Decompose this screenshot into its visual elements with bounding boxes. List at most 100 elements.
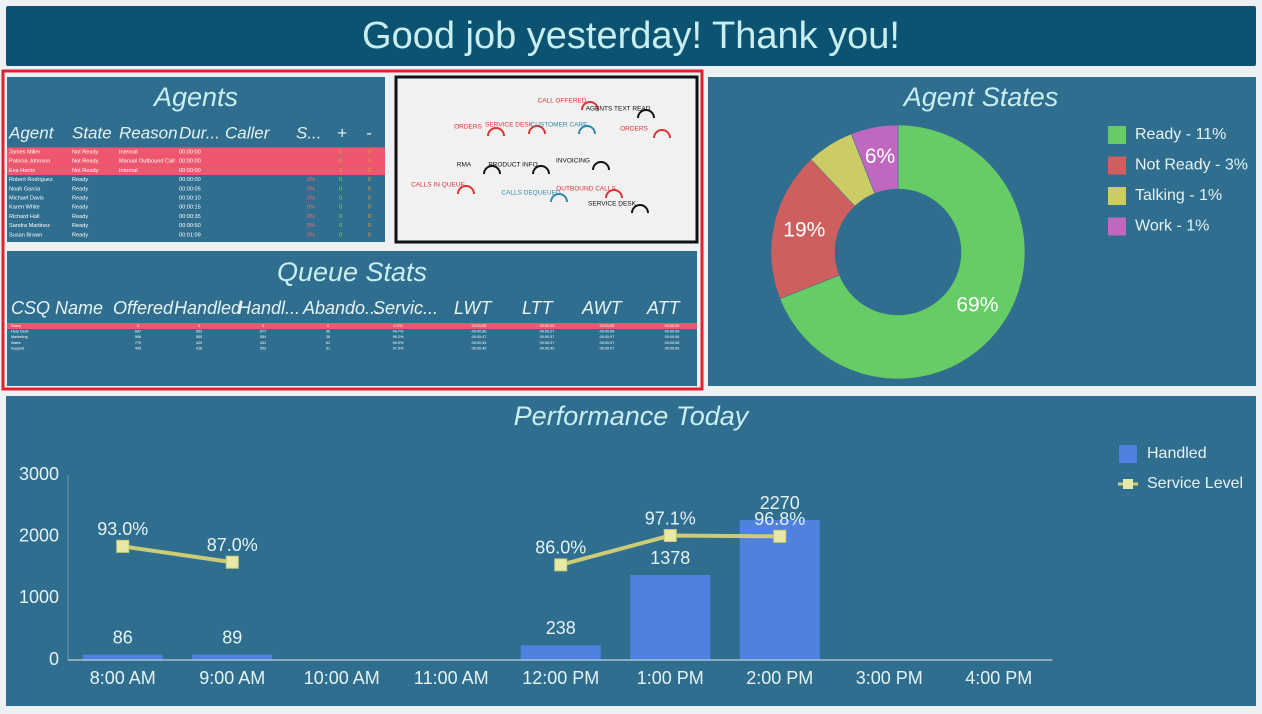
thumbnail-label: CALLS DEQUEUED [501,190,561,197]
table-cell: 0 [339,223,342,229]
thumbnail-gauge [550,193,568,203]
table-cell: 0% [307,186,315,192]
table-cell: 431 [260,341,266,345]
table-cell: Help Desk [11,330,29,334]
table-cell: 38 [326,335,330,339]
table-cell: 653 [196,330,202,334]
thumbnail-label: SERVICE DESK [588,201,637,208]
column-header: Agent [8,123,55,142]
table-cell: Ready [72,186,88,192]
row-highlight [7,165,385,175]
table-cell: James Miller [9,149,41,155]
table-cell: 0 [339,195,342,201]
table-cell: Ready [72,195,88,201]
thumbnail-gauge [653,129,671,139]
chart-title: Performance Today [514,401,750,431]
legend-label: Handled [1147,445,1207,462]
table-cell: 00:00:00 [665,324,680,328]
table-cell: Patricia Johnson [9,159,50,165]
header-bar [6,6,1256,66]
thumbnail-gauge [631,204,649,214]
table-cell: Manual Outbound Call [119,159,175,165]
table-cell: 0 [339,232,342,238]
slice-label: 19% [783,219,825,242]
table-cell: 00:00:34 [472,341,487,345]
table-cell: Noah Garcia [9,186,41,192]
table-cell: 00:00:00 [472,324,487,328]
table-cell: 00:00:06 [665,341,680,345]
table-cell: 0.0% [394,324,403,328]
bar [192,654,273,660]
row-highlight [7,156,385,166]
x-tick-label: 4:00 PM [965,668,1032,688]
column-header: Dur... [179,123,220,142]
point-label: 97.1% [645,508,696,528]
bar-label: 89 [222,627,242,647]
table-cell: 0 [327,324,329,328]
table-cell: 566 [135,335,141,339]
table-cell: 00:00:07 [600,335,615,339]
table-cell: Sales [11,324,21,328]
legend-label: Not Ready - 3% [1135,157,1248,174]
table-cell: 0% [307,205,315,211]
line-marker [663,529,677,543]
table-cell: 00:00:27 [540,330,555,334]
table-cell: 0 [339,149,342,155]
table-cell: Susan Brown [9,232,42,238]
column-header: Caller [225,123,271,142]
x-tick-label: 2:00 PM [746,668,813,688]
table-cell: Richard Hall [9,214,39,220]
table-cell: 00:00:30 [472,330,487,334]
y-tick-label: 0 [49,649,59,669]
table-cell: Not Ready [72,159,99,165]
thumbnail-label: AGENTS TEXT READ [586,106,651,113]
table-cell: Sandra Martinez [9,223,50,229]
table-cell: 00:00:06 [600,330,615,334]
chart-title: Agent States [902,82,1059,112]
x-tick-label: 8:00 AM [90,668,156,688]
table-cell: 779 [135,341,141,345]
legend-swatch [1108,217,1126,236]
table-cell: Support [11,346,25,350]
bar [82,654,163,660]
x-tick-label: 9:00 AM [199,668,265,688]
table-cell: Internal [119,149,138,155]
donut-slice [770,159,856,300]
table-cell: Michael Davis [9,195,44,201]
donut-slice [850,124,899,194]
header-title: Good job yesterday! Thank you! [362,15,900,57]
thumbnail-gauge [457,185,475,195]
column-header: CSQ Name [11,298,103,318]
thumbnail-gauge [532,165,550,175]
line-marker [554,558,568,572]
x-tick-label: 3:00 PM [856,668,923,688]
table-cell: 0 [262,324,264,328]
table-cell: Ready [72,223,88,229]
table-cell: Ready [72,205,88,211]
legend-label: Ready - 11% [1135,126,1226,143]
table-cell: 0 [368,223,371,229]
table-cell: 0% [307,214,315,220]
legend-swatch [1108,156,1126,175]
table-cell: 00:00:00 [600,324,615,328]
table-cell: 0 [339,159,342,165]
table-cell: 554 [260,335,266,339]
point-label: 86.0% [535,538,586,558]
table-cell: 00:00:00 [179,159,201,165]
table-cell: 36 [326,330,330,334]
thumbnail-gauge [487,127,505,137]
table-cell: 00:00:27 [540,341,555,345]
table-cell: 94.7% [393,330,404,334]
column-header: LTT [522,298,555,318]
thumbnail-label: CALLS IN QUEUE [411,182,465,189]
point-label: 93.0% [97,519,148,539]
table-cell: 31 [326,346,330,350]
table-cell: 499 [135,346,141,350]
x-tick-label: 12:00 PM [522,668,599,688]
table-cell: 00:00:06 [665,346,680,350]
table-cell: 0 [368,168,371,174]
table-cell: 0 [137,324,139,328]
column-header: S... [296,123,322,142]
legend-label: Talking - 1% [1135,187,1222,204]
legend-marker [1123,479,1133,489]
